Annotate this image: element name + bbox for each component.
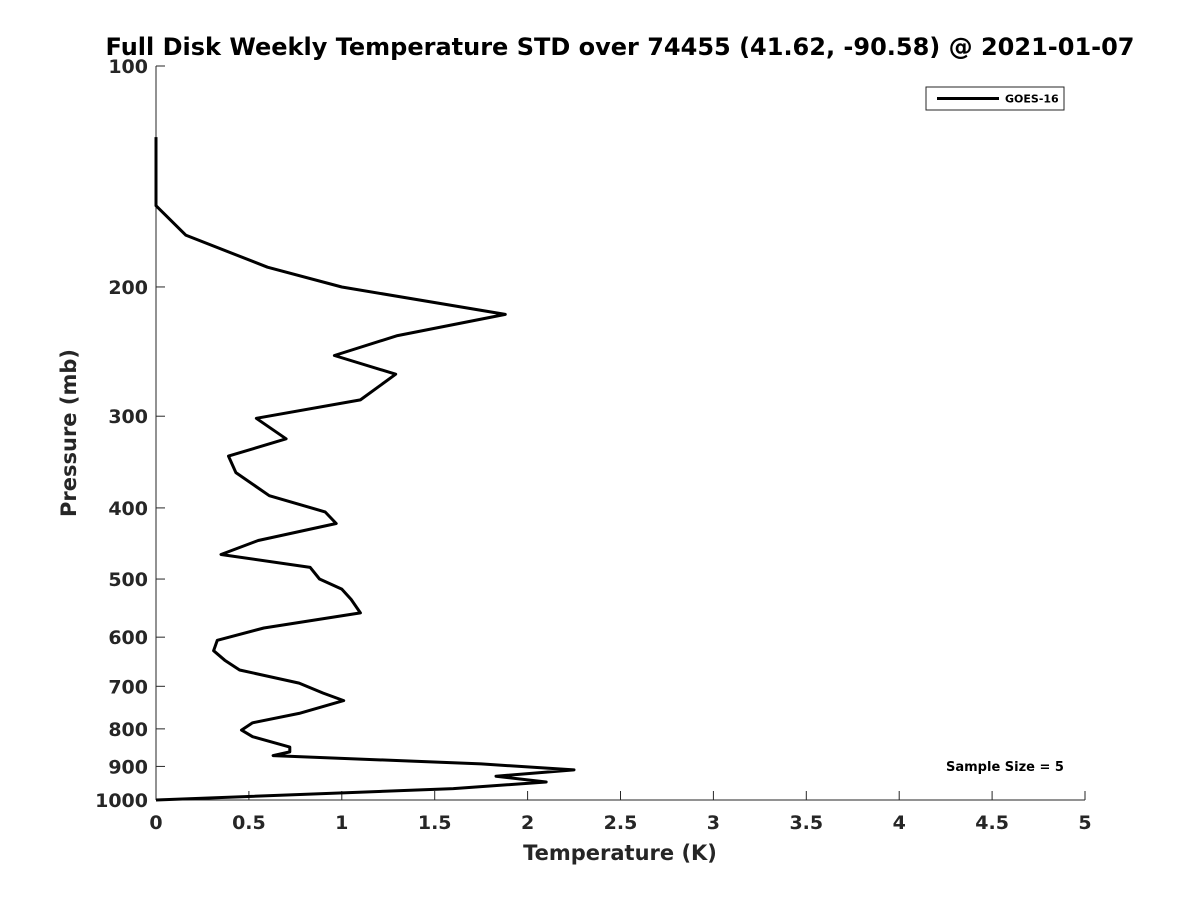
y-tick-label: 700 — [108, 676, 148, 698]
y-axis-ticks: 100 200 300 400 500 600 700 800 900 1000 — [95, 56, 165, 812]
x-tick-label: 1.5 — [418, 812, 452, 834]
y-tick-label: 100 — [108, 56, 148, 78]
x-tick-label: 2 — [521, 812, 534, 834]
y-tick-label: 400 — [108, 498, 148, 520]
x-axis-label: Temperature (K) — [523, 841, 717, 865]
x-tick-label: 4.5 — [975, 812, 1009, 834]
legend-entry-goes-16: GOES-16 — [1005, 93, 1059, 106]
x-tick-label: 0.5 — [232, 812, 266, 834]
series-line-goes-16 — [154, 137, 576, 802]
x-tick-label: 1 — [335, 812, 348, 834]
chart-title: Full Disk Weekly Temperature STD over 74… — [106, 33, 1135, 61]
x-tick-label: 4 — [893, 812, 906, 834]
y-tick-label: 300 — [108, 406, 148, 428]
x-tick-label: 3.5 — [789, 812, 823, 834]
y-tick-label: 500 — [108, 569, 148, 591]
legend: GOES-16 — [925, 86, 1065, 111]
x-axis-ticks: 0 0.5 1 1.5 2 2.5 3 3.5 4 4.5 5 — [149, 791, 1092, 834]
x-tick-label: 3 — [707, 812, 720, 834]
series-layer — [154, 137, 576, 802]
plot-area: 0 0.5 1 1.5 2 2.5 3 3.5 4 4.5 5 100 200 300 400 500 600… — [95, 56, 1092, 834]
y-axis-label: Pressure (mb) — [57, 349, 81, 517]
x-tick-label: 2.5 — [604, 812, 638, 834]
sample-size-annotation: Sample Size = 5 — [946, 760, 1064, 775]
y-tick-label: 800 — [108, 719, 148, 741]
y-tick-label: 200 — [108, 277, 148, 299]
y-tick-label: 900 — [108, 756, 148, 778]
y-tick-label: 1000 — [95, 790, 148, 812]
x-tick-label: 0 — [149, 812, 162, 834]
y-tick-label: 600 — [108, 627, 148, 649]
x-tick-label: 5 — [1078, 812, 1091, 834]
